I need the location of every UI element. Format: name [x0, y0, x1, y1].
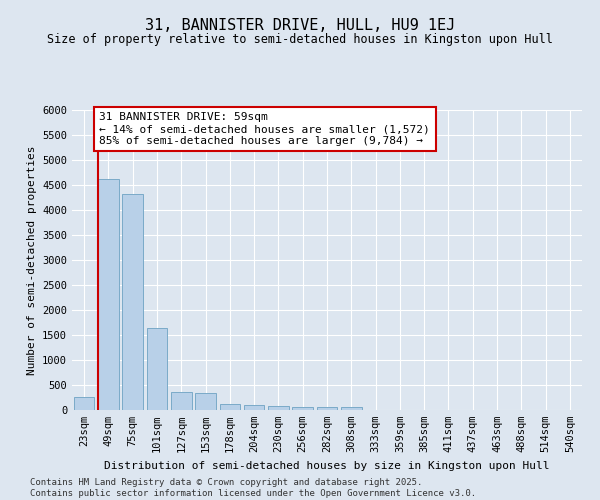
- Bar: [341, 407, 362, 410]
- Bar: [171, 392, 191, 410]
- Text: Size of property relative to semi-detached houses in Kingston upon Hull: Size of property relative to semi-detach…: [47, 32, 553, 46]
- Bar: [195, 393, 216, 410]
- Bar: [122, 194, 143, 410]
- Bar: [74, 396, 94, 410]
- Bar: [292, 407, 313, 410]
- Text: 31, BANNISTER DRIVE, HULL, HU9 1EJ: 31, BANNISTER DRIVE, HULL, HU9 1EJ: [145, 18, 455, 32]
- Text: 31 BANNISTER DRIVE: 59sqm
← 14% of semi-detached houses are smaller (1,572)
85% : 31 BANNISTER DRIVE: 59sqm ← 14% of semi-…: [99, 112, 430, 146]
- Y-axis label: Number of semi-detached properties: Number of semi-detached properties: [26, 145, 37, 375]
- X-axis label: Distribution of semi-detached houses by size in Kingston upon Hull: Distribution of semi-detached houses by …: [104, 460, 550, 470]
- Bar: [220, 404, 240, 410]
- Bar: [268, 406, 289, 410]
- Text: Contains HM Land Registry data © Crown copyright and database right 2025.
Contai: Contains HM Land Registry data © Crown c…: [30, 478, 476, 498]
- Bar: [244, 405, 265, 410]
- Bar: [98, 179, 119, 410]
- Bar: [146, 328, 167, 410]
- Bar: [317, 407, 337, 410]
